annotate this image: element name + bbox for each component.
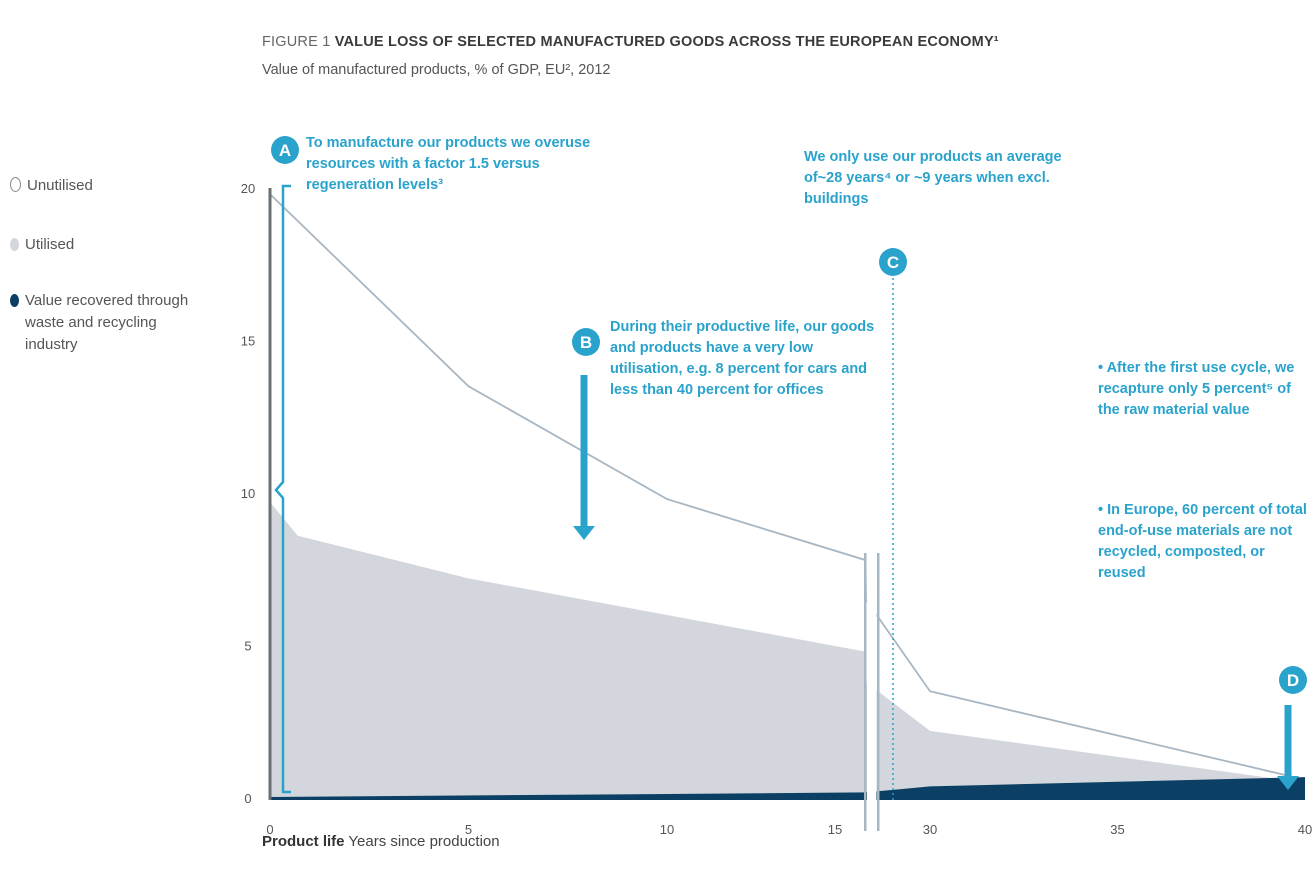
annotation-b-arrow-shaft <box>580 375 588 528</box>
annotation-c-badge-letter: C <box>887 253 899 272</box>
annotation-d-badge-letter: D <box>1287 671 1299 690</box>
annotation-c-badge <box>879 248 907 276</box>
y-tick-label: 20 <box>241 181 255 196</box>
x-tick-label: 15 <box>828 822 842 837</box>
annotation-b-arrow-head <box>573 526 595 540</box>
annotation-d-arrow-head <box>1277 776 1299 790</box>
x-tick-label: 5 <box>465 822 472 837</box>
legend-swatch-unutilised <box>10 177 21 192</box>
chart-subtitle: Value of manufactured products, % of GDP… <box>262 62 611 78</box>
x-tick-label: 10 <box>660 822 674 837</box>
utilised-area <box>270 502 1305 798</box>
annotation-d-arrow-shaft <box>1284 705 1292 778</box>
chart-title: FIGURE 1 VALUE LOSS OF SELECTED MANUFACT… <box>262 34 999 50</box>
annotation-c-text: We only use our products an average of~2… <box>804 149 1062 207</box>
annotation-b-badge-letter: B <box>580 333 592 352</box>
chart-axes <box>268 188 880 833</box>
legend-item-recovered: Value recovered through waste and recycl… <box>10 290 195 356</box>
chart-ticks: 0 5 10 15 20 0 5 10 15 30 35 40 <box>241 181 1312 837</box>
axis-break-right <box>877 553 880 831</box>
annotation-d-text-1: • After the first use cycle, we recaptur… <box>1098 360 1295 418</box>
annotation-a-badge <box>271 136 299 164</box>
recovered-area <box>270 777 1305 800</box>
axis-break-gap <box>867 553 877 833</box>
legend-swatch-utilised <box>10 238 19 251</box>
annotation-a-bracket <box>274 184 291 794</box>
legend-label: Unutilised <box>27 177 93 194</box>
y-tick-label: 0 <box>244 791 251 806</box>
legend-label: Utilised <box>25 236 75 253</box>
legend-item-unutilised: Unutilised <box>10 175 93 197</box>
x-tick-label: 30 <box>923 822 937 837</box>
legend-item-utilised: Utilised <box>10 234 74 256</box>
annotation-d-badge <box>1279 666 1307 694</box>
title-prefix: FIGURE 1 <box>262 34 331 50</box>
x-axis-label-bold: Product life <box>262 833 345 850</box>
x-tick-label: 35 <box>1110 822 1124 837</box>
legend-swatch-recovered <box>10 294 19 307</box>
annotation-graphics: A B C D <box>271 136 1307 800</box>
chart-areas <box>269 193 1306 800</box>
annotation-a-badge-letter: A <box>279 141 291 160</box>
axis-break-left <box>864 553 867 831</box>
x-tick-label: 40 <box>1298 822 1312 837</box>
y-tick-label: 10 <box>241 486 255 501</box>
legend-label: Value recovered through waste and recycl… <box>25 292 189 353</box>
annotation-b-text: During their productive life, our goods … <box>610 319 875 398</box>
y-tick-label: 15 <box>241 334 255 349</box>
y-tick-label: 5 <box>244 639 251 654</box>
x-tick-label: 0 <box>266 822 273 837</box>
x-axis-label-rest: Years since production <box>344 833 500 850</box>
x-axis-label: Product life Years since production <box>262 833 500 850</box>
annotation-b-badge <box>572 328 600 356</box>
title-main: VALUE LOSS OF SELECTED MANUFACTURED GOOD… <box>334 34 999 50</box>
annotation-d-text-2: • In Europe, 60 percent of total end-of-… <box>1098 502 1307 581</box>
annotation-a-text: To manufacture our products we overuse r… <box>306 135 591 193</box>
